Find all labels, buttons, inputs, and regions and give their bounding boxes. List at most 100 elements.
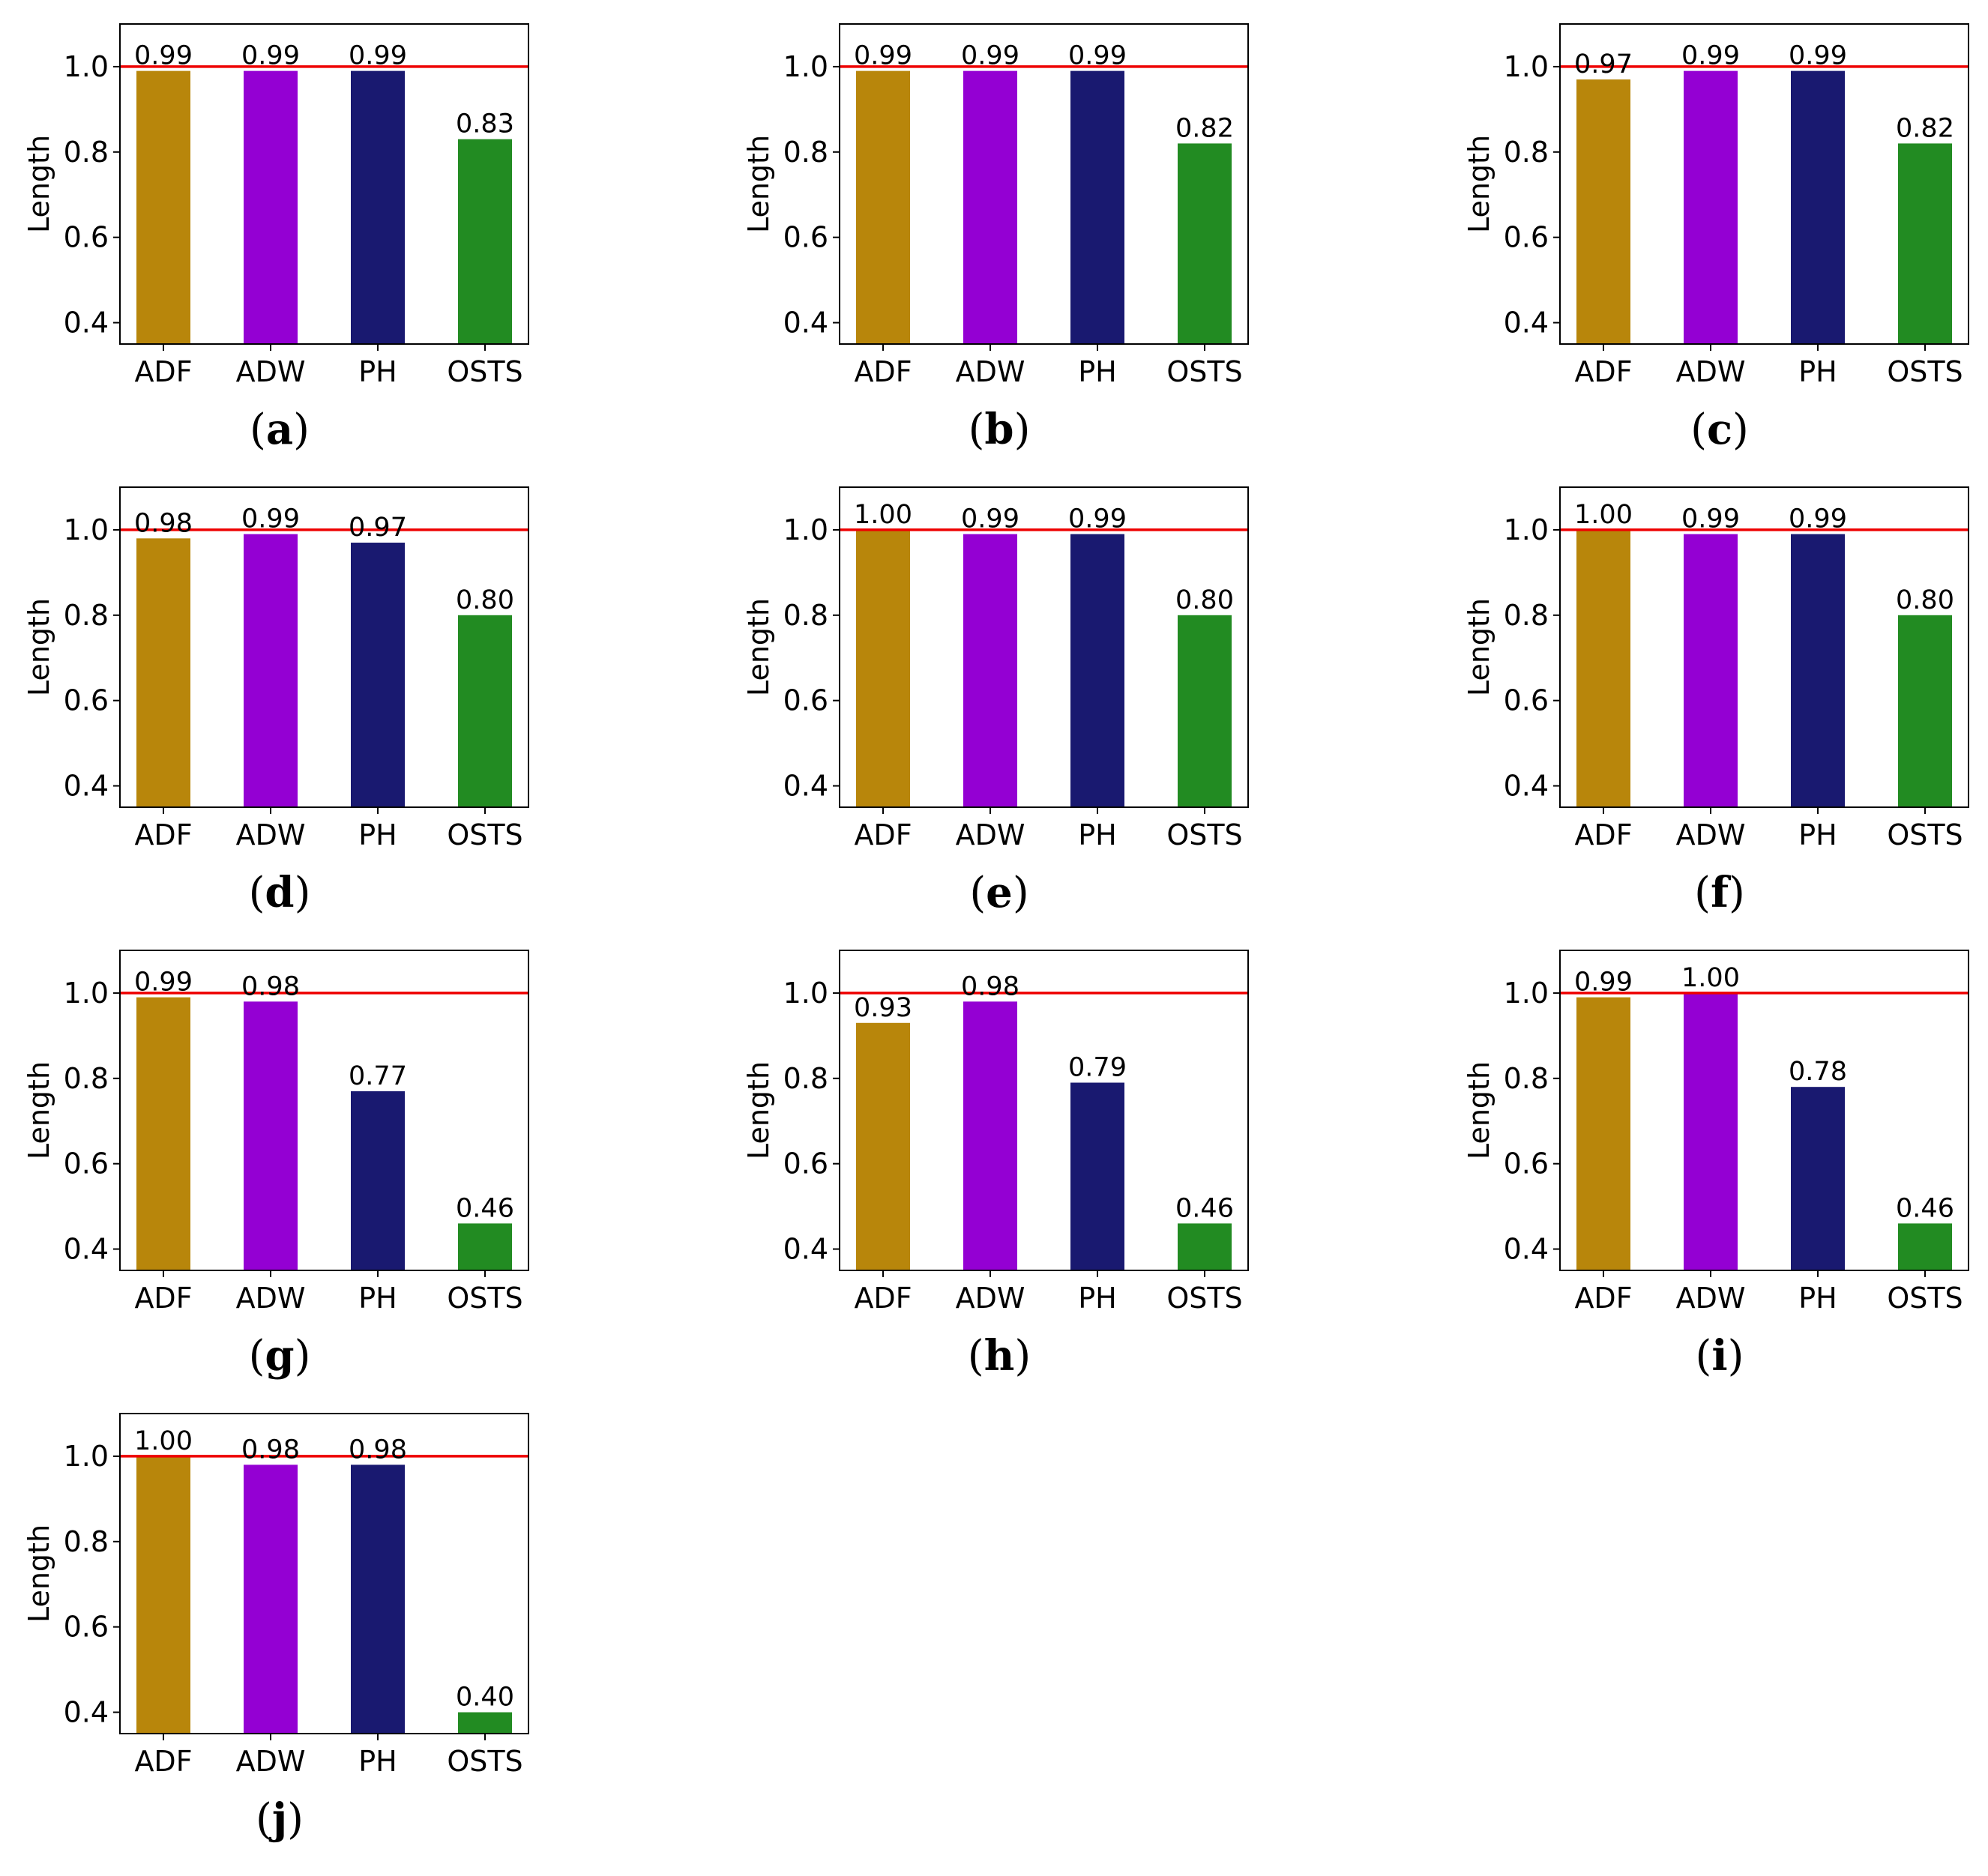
bar-adf (1576, 79, 1630, 344)
x-tick-label: OSTS (447, 1745, 522, 1778)
y-tick-label: 0.4 (64, 1696, 109, 1729)
chart-panel-i: 0.99 1.00 0.78 0.46 0.4 0.6 0.8 1.0 ADF ADW PH OSTS… (1463, 950, 1969, 1381)
chart-panel-f: 1.00 0.99 0.99 0.80 0.4 0.6 0.8 1.0 ADF ADW PH OSTS… (1463, 486, 1969, 917)
x-tick-label: ADF (1574, 1282, 1632, 1315)
bar-adw (1684, 70, 1738, 345)
x-tick-label: ADF (134, 1282, 192, 1315)
data-label: 0.78 (1789, 1057, 1847, 1087)
y-axis-label: Length (22, 1061, 55, 1159)
x-tick-label: ADF (1574, 355, 1632, 388)
data-label: 0.93 (854, 993, 912, 1023)
bar-ph (1791, 70, 1845, 345)
axes-frame (119, 23, 529, 345)
bar-adf (856, 70, 910, 345)
axes-frame (1559, 23, 1969, 345)
data-label: 0.82 (1175, 113, 1234, 143)
axes-frame (839, 950, 1249, 1271)
y-tick-label: 0.8 (783, 1062, 828, 1095)
data-label: 0.99 (241, 504, 300, 534)
y-tick-label: 0.6 (1504, 221, 1549, 254)
data-label: 0.80 (1175, 585, 1234, 615)
y-tick-label: 0.4 (64, 1233, 109, 1266)
x-tick-label: PH (1798, 1282, 1837, 1315)
x-tick-label: PH (1078, 355, 1117, 388)
panel-caption: (h) (968, 1331, 1031, 1381)
y-tick-label: 0.4 (783, 1233, 828, 1266)
y-tick-label: 0.4 (64, 770, 109, 803)
x-tick-label: PH (358, 1745, 397, 1778)
data-label: 0.99 (134, 41, 193, 71)
data-label: 0.98 (961, 971, 1019, 1001)
x-tick-label: ADF (134, 818, 192, 851)
y-tick-label: 0.6 (64, 221, 109, 254)
data-label: 1.00 (134, 1426, 193, 1456)
x-tick-label: PH (1798, 355, 1837, 388)
bar-adw (963, 1001, 1017, 1270)
y-tick-label: 0.4 (64, 307, 109, 340)
bar-osts (1178, 615, 1232, 807)
y-tick-label: 1.0 (783, 50, 828, 83)
y-tick-label: 0.8 (64, 599, 109, 632)
x-tick-label: ADW (956, 355, 1025, 388)
x-tick-label: ADF (134, 1745, 192, 1778)
y-tick-label: 0.8 (1504, 1062, 1549, 1095)
bar-adw (244, 70, 298, 345)
y-tick-label: 0.4 (1504, 770, 1549, 803)
panel-caption: (g) (249, 1331, 311, 1381)
x-tick-label: OSTS (447, 1282, 522, 1315)
x-tick-label: OSTS (1166, 818, 1242, 851)
x-tick-label: OSTS (447, 355, 522, 388)
bar-osts (1898, 143, 1952, 344)
data-label: 0.99 (241, 41, 300, 71)
y-axis-label: Length (22, 1524, 55, 1623)
axes-frame (119, 950, 529, 1271)
axes-frame (839, 23, 1249, 345)
y-axis-label: Length (1463, 1061, 1495, 1159)
x-tick-label: PH (358, 1282, 397, 1315)
bar-ph (351, 1465, 405, 1734)
y-tick-label: 0.8 (64, 1062, 109, 1095)
data-label: 0.46 (1896, 1193, 1954, 1223)
y-tick-label: 1.0 (783, 977, 828, 1010)
bar-ph (1791, 534, 1845, 807)
data-label: 0.82 (1896, 113, 1954, 143)
x-tick-label: ADF (854, 818, 912, 851)
x-tick-label: ADW (1676, 1282, 1746, 1315)
y-tick-label: 0.6 (1504, 684, 1549, 717)
data-label: 0.99 (1681, 41, 1740, 71)
chart-panel-g: 0.99 0.98 0.77 0.46 0.4 0.6 0.8 1.0 ADF ADW PH OSTS… (22, 950, 529, 1381)
bar-ph (1791, 1087, 1845, 1270)
data-label: 0.98 (241, 971, 300, 1001)
x-tick-label: ADW (236, 355, 306, 388)
data-label: 0.99 (1789, 504, 1847, 534)
data-label: 0.99 (1789, 41, 1847, 71)
y-tick-label: 1.0 (783, 513, 828, 546)
bar-adw (1684, 534, 1738, 807)
y-tick-label: 1.0 (1504, 977, 1549, 1010)
bar-adf (1576, 529, 1630, 807)
chart-panel-a: 0.99 0.99 0.99 0.83 0.4 0.6 0.8 1.0 ADF ADW PH OSTS… (22, 23, 529, 454)
y-tick-label: 0.4 (783, 307, 828, 340)
data-label: 0.80 (1896, 585, 1954, 615)
x-tick-label: ADF (134, 355, 192, 388)
x-tick-label: ADW (1676, 818, 1746, 851)
chart-panel-j: 1.00 0.98 0.98 0.40 0.4 0.6 0.8 1.0 ADF ADW PH OSTS… (22, 1413, 529, 1844)
y-tick-label: 1.0 (1504, 513, 1549, 546)
y-tick-label: 0.6 (783, 221, 828, 254)
bar-adf (856, 529, 910, 807)
x-tick-label: PH (1078, 1282, 1117, 1315)
panel-caption: (b) (969, 405, 1031, 454)
data-label: 0.98 (134, 508, 193, 538)
y-tick-label: 0.8 (783, 599, 828, 632)
axes-frame (119, 486, 529, 808)
axes-frame (119, 1413, 529, 1734)
bar-adf (136, 1456, 190, 1734)
bar-osts (458, 615, 512, 807)
x-tick-label: OSTS (447, 818, 522, 851)
y-axis-label: Length (22, 135, 55, 233)
y-tick-label: 0.8 (1504, 599, 1549, 632)
panel-caption: (c) (1690, 405, 1749, 454)
panel-caption: (e) (969, 868, 1028, 917)
y-axis-label: Length (742, 598, 775, 696)
